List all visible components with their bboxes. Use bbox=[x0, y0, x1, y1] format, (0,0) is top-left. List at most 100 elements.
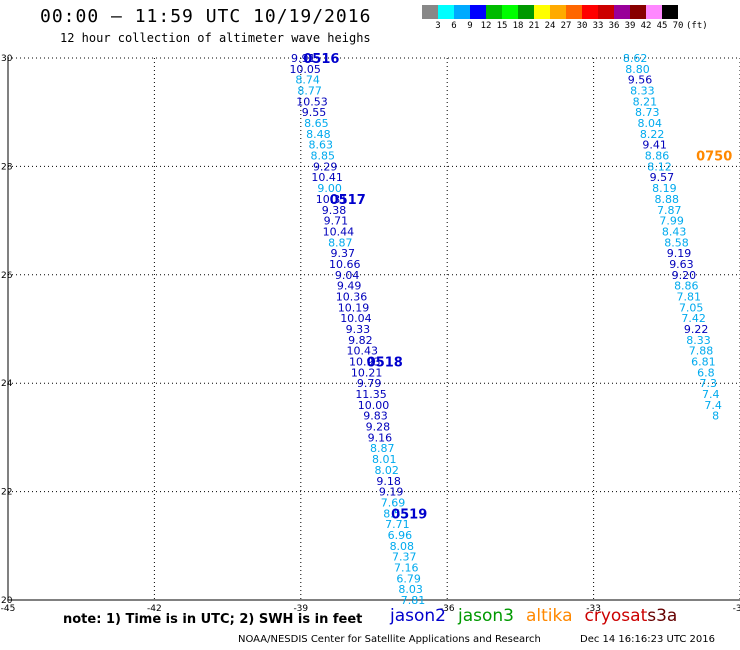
wave-height-label: 9.56 bbox=[628, 74, 653, 87]
wave-height-label: 11.35 bbox=[355, 388, 387, 401]
wave-height-label: 9.38 bbox=[322, 204, 347, 217]
colorbar-swatch bbox=[454, 5, 470, 19]
y-tick-label: 26 bbox=[1, 271, 13, 281]
colorbar-swatch bbox=[534, 5, 550, 19]
wave-height-label: 9.04 bbox=[335, 269, 360, 282]
wave-height-label: 10.21 bbox=[351, 366, 383, 379]
wave-height-label: 8.22 bbox=[640, 128, 665, 141]
colorbar-swatch bbox=[550, 5, 566, 19]
colorbar-tick-label: 24 bbox=[544, 21, 556, 31]
wave-height-label: 10.05 bbox=[289, 63, 321, 76]
wave-height-label: 9.28 bbox=[366, 421, 391, 434]
wave-height-label: 10.53 bbox=[296, 95, 328, 108]
wave-height-label: 7.81 bbox=[677, 290, 702, 303]
wave-height-label: 7.42 bbox=[681, 312, 706, 325]
wave-height-label: 8.63 bbox=[309, 139, 334, 152]
wave-height-label: 9.91 bbox=[291, 52, 316, 65]
wave-height-label: 9.00 bbox=[317, 182, 342, 195]
wave-height-label: 8.33 bbox=[630, 85, 655, 98]
timestamp-text: Dec 14 16:16:23 UTC 2016 bbox=[580, 634, 715, 645]
wave-height-label: 7.37 bbox=[392, 551, 417, 564]
wave-height-label: 6.96 bbox=[388, 529, 413, 542]
wave-height-label: 8.04 bbox=[637, 117, 662, 130]
colorbar-tick-label: 42 bbox=[640, 21, 652, 31]
wave-height-label: 10.19 bbox=[338, 301, 370, 314]
colorbar-swatch bbox=[566, 5, 582, 19]
wave-height-label: 8.87 bbox=[370, 442, 395, 455]
pass-time-label: 0517 bbox=[330, 193, 366, 208]
wave-height-label: 8.73 bbox=[635, 106, 660, 119]
colorbar-swatch bbox=[438, 5, 454, 19]
wave-height-label: 7.87 bbox=[657, 204, 682, 217]
wave-height-label: 8.21 bbox=[633, 95, 658, 108]
colorbar-unit: (ft) bbox=[686, 21, 708, 31]
wave-height-label: 8.12 bbox=[647, 160, 672, 173]
colorbar-swatch bbox=[422, 5, 438, 19]
wave-height-label: 9.79 bbox=[357, 377, 382, 390]
wave-height-label: 9.41 bbox=[642, 139, 667, 152]
colorbar-tick-label: 45 bbox=[656, 21, 668, 31]
y-tick-label: 22 bbox=[1, 488, 12, 498]
wave-height-label: 9.20 bbox=[672, 269, 697, 282]
wave-height-label: 8.19 bbox=[652, 182, 677, 195]
colorbar-tick-label: 6 bbox=[451, 21, 457, 31]
wave-height-label: 9.55 bbox=[302, 106, 327, 119]
wave-height-label: 8 bbox=[712, 410, 719, 423]
wave-height-label: 8.77 bbox=[297, 85, 322, 98]
chart-subtitle: 12 hour collection of altimeter wave hei… bbox=[60, 31, 371, 45]
wave-height-label: 9.16 bbox=[368, 431, 393, 444]
wave-height-label: 10.36 bbox=[336, 290, 368, 303]
wave-height-label: 9.19 bbox=[667, 247, 692, 260]
colorbar-tick-label: 27 bbox=[560, 21, 572, 31]
colorbar-tick-label: 70 bbox=[672, 21, 684, 31]
wave-height-label: 10.31 bbox=[316, 193, 348, 206]
colorbar-swatch bbox=[486, 5, 502, 19]
colorbar-tick-label: 30 bbox=[576, 21, 588, 31]
y-tick-label: 28 bbox=[1, 162, 13, 172]
wave-height-label: 8.85 bbox=[311, 150, 336, 163]
wave-height-label: 8.65 bbox=[304, 117, 329, 130]
satellite-legend-jason2: jason2 bbox=[390, 606, 446, 626]
wave-height-label: 9.71 bbox=[324, 215, 349, 228]
colorbar-swatch bbox=[502, 5, 518, 19]
wave-height-label: 9.49 bbox=[337, 280, 362, 293]
units-note: note: 1) Time is in UTC; 2) SWH is in fe… bbox=[63, 612, 363, 627]
colorbar-tick-label: 18 bbox=[512, 21, 524, 31]
colorbar-swatch bbox=[518, 5, 534, 19]
wave-height-label: 8.58 bbox=[664, 236, 689, 249]
wave-height-label: 7.4 bbox=[702, 388, 720, 401]
chart-title: 00:00 – 11:59 UTC 10/19/2016 bbox=[40, 6, 372, 27]
pass-time-label: 0519 bbox=[391, 507, 427, 522]
colorbar-swatch bbox=[646, 5, 662, 19]
wave-height-label: 6.8 bbox=[697, 366, 715, 379]
colorbar-tick-label: 9 bbox=[467, 21, 473, 31]
wave-height-label: 9.19 bbox=[379, 486, 404, 499]
wave-height-label: 9.18 bbox=[376, 475, 401, 488]
satellite-legend-altika: altika bbox=[526, 606, 573, 626]
wave-height-label: 10.43 bbox=[347, 345, 379, 358]
colorbar-tick-label: 33 bbox=[592, 21, 604, 31]
wave-height-label: 7.81 bbox=[401, 594, 426, 607]
pass-time-label: 0516 bbox=[303, 52, 339, 67]
satellite-legend-s3a: s3a bbox=[647, 606, 678, 626]
colorbar-tick-label: 39 bbox=[624, 21, 636, 31]
wave-height-label: 7.69 bbox=[381, 496, 406, 509]
wave-height-label: 10.00 bbox=[358, 399, 390, 412]
colorbar-tick-label: 12 bbox=[480, 21, 492, 31]
wave-height-label: 7.3 bbox=[700, 377, 718, 390]
wave-height-label: 9.29 bbox=[313, 160, 338, 173]
wave-height-label: 8.33 bbox=[686, 334, 711, 347]
colorbar-swatch bbox=[662, 5, 678, 19]
wave-height-label: 8.86 bbox=[674, 280, 699, 293]
wave-height-label: 6.79 bbox=[396, 572, 421, 585]
satellite-legend-jason3: jason3 bbox=[458, 606, 514, 626]
wave-height-label: 7.05 bbox=[679, 301, 704, 314]
wave-height-label: 10.04 bbox=[340, 312, 372, 325]
x-tick-label: -45 bbox=[1, 604, 16, 614]
wave-height-label: 8.88 bbox=[655, 193, 680, 206]
wave-height-label: 9.22 bbox=[684, 323, 709, 336]
wave-height-label: 9.63 bbox=[669, 258, 694, 271]
wave-height-label: 8.74 bbox=[295, 74, 320, 87]
wave-height-label: 10.41 bbox=[311, 171, 343, 184]
